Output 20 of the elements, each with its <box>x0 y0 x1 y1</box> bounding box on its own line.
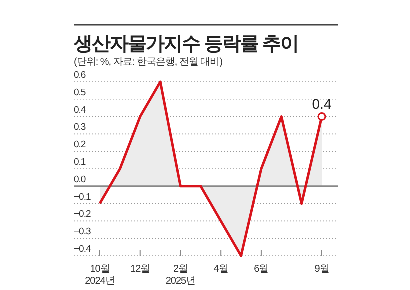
y-tick-label: −0.4 <box>74 244 91 255</box>
x-tick-label: 10월 2024년 <box>85 264 115 287</box>
y-tick-label: 0.4 <box>74 104 86 116</box>
y-tick-label: 0.1 <box>74 157 86 168</box>
y-tick-label: 0.5 <box>74 87 86 98</box>
x-tick-label: 2월 2025년 <box>166 264 196 287</box>
y-tick-label: −0.3 <box>74 226 91 238</box>
y-tick-label: 0.3 <box>74 122 86 134</box>
x-tick-label: 12월 <box>130 264 150 275</box>
y-tick-label: 0.2 <box>74 140 86 151</box>
y-tick-label: −0.1 <box>74 192 91 203</box>
chart-title: 생산자물가지수 등락률 추이 <box>73 34 299 55</box>
x-tick-label: 4월 <box>214 264 228 275</box>
y-tick-label: −0.2 <box>74 209 91 220</box>
y-tick-label: 0.0 <box>74 174 86 186</box>
x-tick-label: 6월 <box>254 264 269 275</box>
data-label: 0.4 <box>312 96 332 112</box>
x-tick-label: 9월 <box>314 264 330 275</box>
chart-subtitle: (단위: %, 자료: 한국은행, 전월 대비) <box>74 57 223 68</box>
y-tick-label: 0.6 <box>74 70 86 81</box>
